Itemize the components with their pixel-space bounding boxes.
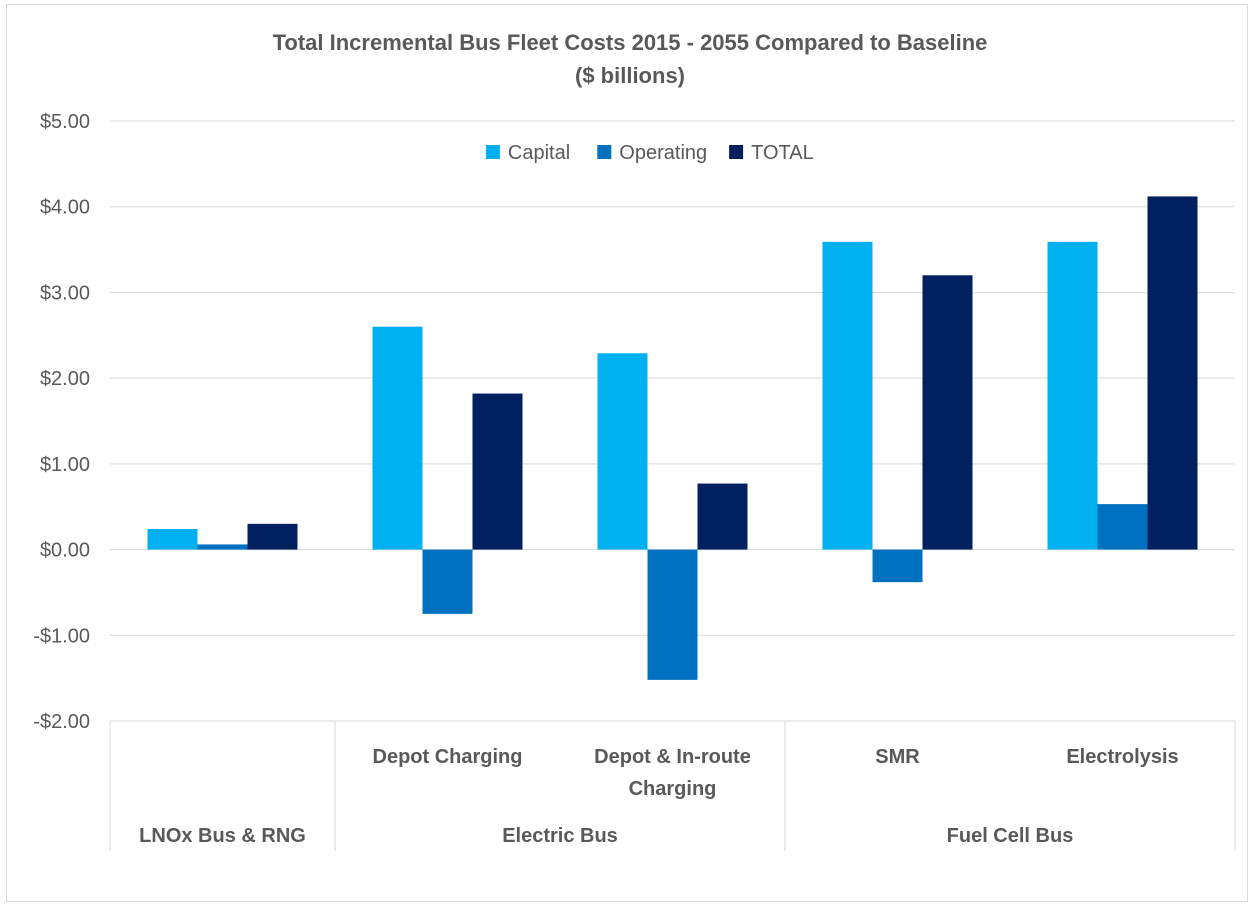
bar-capital (597, 353, 648, 550)
y-tick-label: $1.00 (40, 454, 90, 476)
legend-label: TOTAL (751, 142, 814, 164)
chart-subtitle: ($ billions) (575, 63, 685, 88)
group-label: Fuel Cell Bus (947, 825, 1074, 847)
bar-operating (872, 549, 923, 583)
y-axis-ticks: $5.00 $4.00 $3.00 $2.00 $1.00 $0.00 -$1.00 -$2.… (33, 111, 90, 733)
legend-label: Capital (508, 142, 570, 164)
bar-total (472, 393, 523, 550)
bar-operating (197, 544, 248, 550)
legend-swatch-total (729, 145, 744, 159)
bar-capital (822, 241, 873, 550)
bar-total (1147, 196, 1198, 550)
group-label: Electric Bus (502, 825, 618, 847)
y-tick-label: $2.00 (40, 368, 90, 390)
legend-swatch-capital (485, 145, 500, 159)
bar-operating (647, 549, 698, 680)
legend: Capital Operating TOTAL (485, 142, 814, 164)
y-tick-label: $0.00 (40, 540, 90, 562)
category-label: Charging (629, 778, 717, 800)
y-tick-label: -$1.00 (33, 625, 90, 647)
y-tick-label: $3.00 (40, 282, 90, 304)
bars (147, 196, 1198, 680)
category-label: Electrolysis (1066, 746, 1178, 768)
bar-capital (147, 529, 198, 550)
category-label: SMR (875, 746, 920, 768)
legend-label: Operating (619, 142, 707, 164)
category-label: Depot Charging (373, 746, 523, 768)
bar-capital (372, 326, 423, 550)
category-axis: Depot Charging Depot & In-route Charging SM… (109, 721, 1236, 851)
group-label: LNOx Bus & RNG (139, 825, 306, 847)
category-label: Depot & In-route (594, 746, 751, 768)
bar-operating (1097, 504, 1148, 550)
bar-total (247, 523, 298, 550)
y-tick-label: $5.00 (40, 111, 90, 133)
bar-capital (1047, 241, 1098, 550)
bar-total (697, 483, 748, 550)
bar-total (922, 275, 973, 550)
y-tick-label: $4.00 (40, 197, 90, 219)
chart-title: Total Incremental Bus Fleet Costs 2015 -… (273, 30, 988, 55)
y-tick-label: -$2.00 (33, 711, 90, 733)
legend-swatch-operating (597, 145, 612, 159)
bar-operating (422, 549, 473, 614)
